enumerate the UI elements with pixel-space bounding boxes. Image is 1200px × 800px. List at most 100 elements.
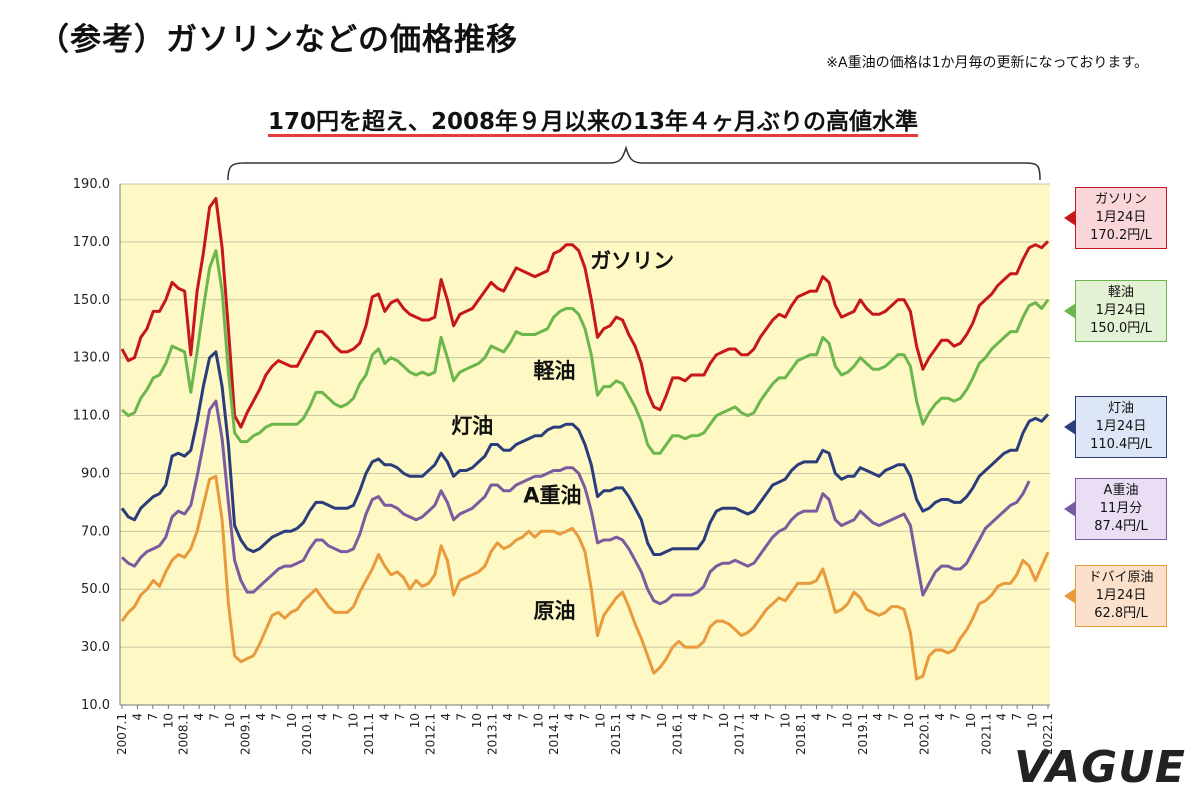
- x-tick-label: 2019.1: [856, 713, 870, 755]
- x-tick-label: 4: [933, 713, 947, 721]
- callout-pointer: [1064, 419, 1076, 435]
- x-tick-label: 10: [470, 713, 484, 728]
- y-tick-label: 50.0: [81, 582, 110, 597]
- x-tick-label: 7: [640, 713, 654, 721]
- y-tick-label: 150.0: [73, 293, 110, 308]
- series-label-kerosene: 灯油: [451, 414, 493, 438]
- x-tick-label: 10: [840, 713, 854, 728]
- x-tick-label: 7: [455, 713, 469, 721]
- x-tick-label: 4: [192, 713, 206, 721]
- series-label-gasoline: ガソリン: [590, 249, 674, 273]
- x-tick-label: 2018.1: [794, 713, 808, 755]
- callout-kerosene: 灯油 1月24日 110.4円/L: [1064, 396, 1167, 458]
- y-tick-label: 70.0: [81, 524, 110, 539]
- y-tick-label: 110.0: [73, 409, 110, 424]
- series-line-heavy_oil: [120, 399, 1031, 606]
- callout-line1: 軽油: [1107, 285, 1134, 300]
- y-tick-label: 130.0: [73, 351, 110, 366]
- x-tick-label: 2007.1: [115, 713, 129, 755]
- x-tick-label: 7: [1010, 713, 1024, 721]
- x-tick-label: 10: [964, 713, 978, 728]
- callout-line2: 11月分: [1099, 501, 1143, 516]
- series-line-diesel: [120, 249, 1050, 455]
- x-tick-label: 10: [161, 713, 175, 728]
- x-tick-label: 2011.1: [362, 713, 376, 755]
- x-tick-label: 4: [254, 713, 268, 721]
- callout-line3: 150.0円/L: [1090, 321, 1152, 336]
- x-tick-label: 4: [501, 713, 515, 721]
- x-tick-label: 7: [887, 713, 901, 721]
- x-tick-label: 7: [146, 713, 160, 721]
- x-tick-label: 2016.1: [671, 713, 685, 755]
- x-tick-label: 2021.1: [979, 713, 993, 755]
- x-tick-label: 7: [825, 713, 839, 721]
- x-tick-label: 10: [285, 713, 299, 728]
- callout-line2: 1月24日: [1095, 419, 1147, 434]
- x-tick-label: 4: [316, 713, 330, 721]
- x-tick-label: 2010.1: [300, 713, 314, 755]
- x-tick-label: 10: [223, 713, 237, 728]
- y-tick-label: 90.0: [81, 466, 110, 481]
- callout-crude: ドバイ原油 1月24日 62.8円/L: [1064, 565, 1167, 627]
- callout-diesel: 軽油 1月24日 150.0円/L: [1064, 280, 1167, 342]
- headline: 170円を超え、2008年９月以来の13年４ヶ月ぶりの高値水準: [268, 109, 919, 135]
- x-tick-label: 10: [655, 713, 669, 728]
- callout-line1: ドバイ原油: [1088, 570, 1154, 585]
- x-tick-label: 7: [948, 713, 962, 721]
- x-tick-label: 7: [208, 713, 222, 721]
- x-tick-label: 10: [902, 713, 916, 728]
- callout-line3: 87.4円/L: [1094, 519, 1148, 534]
- x-tick-label: 10: [347, 713, 361, 728]
- callout-pointer: [1064, 303, 1076, 319]
- x-tick-label: 2017.1: [732, 713, 746, 755]
- y-tick-label: 190.0: [73, 177, 110, 192]
- x-axis: 2007.1 4 7 10 2008.1 4 7 10 2009.1 4 7 10 2010.1 4 7 10…: [115, 704, 1055, 755]
- watermark: VAGUE: [1013, 742, 1186, 793]
- x-tick-label: 10: [779, 713, 793, 728]
- x-tick-label: 10: [593, 713, 607, 728]
- callout-gasoline: ガソリン 1月24日 170.2円/L: [1064, 187, 1167, 249]
- x-tick-label: 2009.1: [238, 713, 252, 755]
- x-tick-label: 7: [393, 713, 407, 721]
- series-line-kerosene: [120, 350, 1050, 556]
- series-lines: [120, 197, 1050, 681]
- callout-line1: A重油: [1103, 483, 1139, 498]
- x-tick-label: 4: [563, 713, 577, 721]
- x-tick-label: 2013.1: [485, 713, 499, 755]
- series-label-diesel: 軽油: [534, 359, 576, 383]
- x-tick-label: 7: [578, 713, 592, 721]
- page-note: ※A重油の価格は1か月毎の更新になっております。: [826, 55, 1148, 71]
- x-tick-label: 4: [377, 713, 391, 721]
- callout-line1: 灯油: [1107, 401, 1134, 416]
- callout-line2: 1月24日: [1095, 303, 1147, 318]
- x-tick-label: 2022.1: [1041, 713, 1055, 755]
- x-tick-label: 7: [763, 713, 777, 721]
- x-tick-label: 2012.1: [424, 713, 438, 755]
- x-tick-label: 2020.1: [918, 713, 932, 755]
- callout-pointer: [1064, 501, 1076, 517]
- callout-line3: 62.8円/L: [1094, 606, 1148, 621]
- x-tick-label: 2014.1: [547, 713, 561, 755]
- callout-line1: ガソリン: [1094, 192, 1147, 207]
- headline-brace: [227, 145, 1041, 181]
- page-title: （参考）ガソリンなどの価格推移: [38, 22, 518, 58]
- callout-line2: 1月24日: [1095, 210, 1147, 225]
- callout-line3: 170.2円/L: [1090, 228, 1152, 243]
- series-line-gasoline: [120, 197, 1050, 429]
- y-tick-label: 170.0: [73, 235, 110, 250]
- x-tick-label: 4: [624, 713, 638, 721]
- x-tick-label: 7: [516, 713, 530, 721]
- x-tick-label: 4: [130, 713, 144, 721]
- x-tick-label: 4: [995, 713, 1009, 721]
- x-tick-label: 10: [532, 713, 546, 728]
- y-tick-label: 30.0: [81, 640, 110, 655]
- x-tick-label: 10: [1026, 713, 1040, 728]
- x-tick-label: 7: [269, 713, 283, 721]
- y-tick-label: 10.0: [81, 698, 110, 713]
- series-label-heavy_oil: A重油: [523, 483, 581, 507]
- callout-line2: 1月24日: [1095, 588, 1147, 603]
- x-tick-label: 10: [408, 713, 422, 728]
- x-tick-label: 10: [717, 713, 731, 728]
